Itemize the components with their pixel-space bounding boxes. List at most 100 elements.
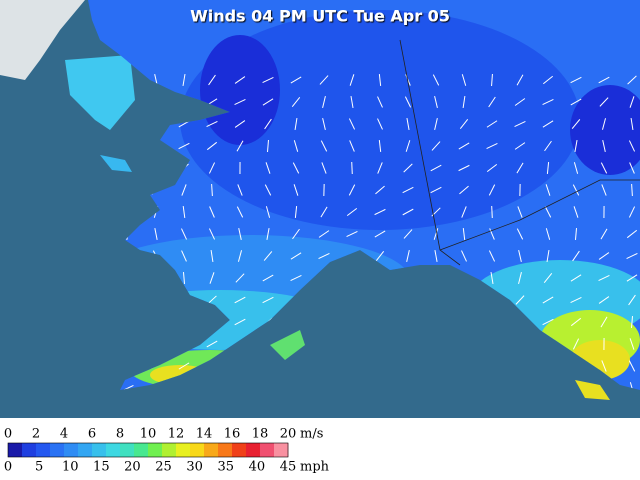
wind-arrow xyxy=(490,272,494,284)
wind-arrow xyxy=(542,318,554,326)
wind-arrow xyxy=(208,74,216,86)
wind-arrow xyxy=(178,362,190,370)
wind-arrow xyxy=(322,96,326,108)
mph-tick-label: 0 xyxy=(4,460,12,475)
wind-arrow xyxy=(210,249,214,263)
wind-arrow xyxy=(320,206,328,218)
mph-tick-label: 20 xyxy=(124,460,141,475)
wind-arrow xyxy=(488,250,496,262)
wind-arrow xyxy=(599,97,609,107)
wind-arrow xyxy=(402,186,414,194)
wind-arrow xyxy=(601,118,607,130)
mph-tick-label: 30 xyxy=(186,460,203,475)
mph-tick-label: 40 xyxy=(249,460,266,475)
ms-tick-label: 10 xyxy=(140,427,157,442)
wind-arrow xyxy=(181,228,187,240)
wind-arrow xyxy=(320,140,328,152)
legend-swatch xyxy=(148,443,163,457)
wind-arrow xyxy=(293,184,299,196)
wind-arrow xyxy=(570,274,582,282)
wind-arrow xyxy=(154,228,158,240)
wind-arrow xyxy=(349,74,355,86)
wind-arrow xyxy=(486,163,498,173)
wind-arrow xyxy=(206,141,218,151)
wind-arrow xyxy=(377,118,383,130)
kodiak-island xyxy=(270,330,305,360)
wind-arrow xyxy=(518,250,522,262)
wind-arrow xyxy=(461,250,467,262)
color-legend: 0 2 4 6 8 10 12 14 16 18 20 m/s0 5 10 15 20 25 30 35 40 45 mp… xyxy=(4,427,330,475)
wind-arrow xyxy=(234,296,246,304)
ms-tick-label: 16 xyxy=(224,427,241,442)
wind-arrow xyxy=(571,119,581,129)
wind-arrow xyxy=(237,184,243,196)
wind-arrow xyxy=(573,206,579,218)
wind-arrow xyxy=(351,161,353,175)
mph-tick-label: 5 xyxy=(35,460,43,475)
wind-arrow xyxy=(486,142,498,150)
wind-arrow xyxy=(488,96,496,108)
wind-arrow xyxy=(546,249,550,263)
wind-arrow xyxy=(182,74,186,86)
wind-arrow xyxy=(206,120,218,128)
wind-arrow xyxy=(264,184,272,196)
wind-arrow xyxy=(318,230,330,238)
mph-tick-label: 10 xyxy=(62,460,79,475)
ms-tick-label: 12 xyxy=(168,427,185,442)
wind-arrow xyxy=(206,340,218,348)
wind-arrow xyxy=(433,228,439,240)
wind-arrow xyxy=(574,227,578,241)
wind-arrow xyxy=(516,228,524,240)
wind-arrow xyxy=(406,250,410,262)
wind-arrow xyxy=(265,206,271,218)
wind-arrow xyxy=(628,140,636,152)
wind-arrow xyxy=(262,98,274,106)
wind-arrow xyxy=(570,98,582,106)
wind-arrow xyxy=(629,162,635,174)
wind-arrow xyxy=(266,228,270,240)
wind-arrow xyxy=(293,140,299,152)
wind-arrow xyxy=(491,73,493,87)
wind-arrow xyxy=(491,205,493,219)
wind-arrow xyxy=(290,252,302,260)
wind-arrow xyxy=(517,206,523,218)
wind-arrow xyxy=(263,251,273,261)
legend-swatch xyxy=(232,443,247,457)
wind-arrow xyxy=(348,118,356,130)
wind-arrow xyxy=(572,184,580,196)
mph-tick-label: 15 xyxy=(93,460,110,475)
wind-arrow xyxy=(544,140,552,152)
wind-arrow xyxy=(545,184,551,196)
wind-arrow xyxy=(234,76,246,84)
wind-arrow xyxy=(545,228,551,240)
wind-arrow xyxy=(626,229,638,239)
wind-arrow xyxy=(374,208,386,216)
mph-tick-label: 45 xyxy=(280,460,297,475)
st-lawrence-island xyxy=(100,155,132,172)
wind-arrow xyxy=(181,184,187,196)
wind-arrow xyxy=(209,206,215,218)
wind-arrow xyxy=(489,228,495,240)
wind-arrow xyxy=(602,140,606,152)
wind-arrow xyxy=(573,162,579,174)
wind-arrow xyxy=(402,208,414,216)
wind-arrow xyxy=(375,185,385,195)
wind-arrow xyxy=(434,118,438,130)
wind-arrow xyxy=(486,120,498,128)
legend-swatch xyxy=(176,443,191,457)
wind-arrow xyxy=(459,118,469,130)
wind-arrow xyxy=(321,162,327,174)
wind-arrow xyxy=(626,252,638,260)
wind-arrow xyxy=(488,184,496,196)
wind-arrow xyxy=(292,162,300,174)
wind-arrow xyxy=(544,206,552,218)
legend-frame xyxy=(7,442,289,458)
wind-arrow xyxy=(265,162,271,174)
wind-arrow xyxy=(377,162,383,174)
wind-arrow xyxy=(350,96,354,108)
wind-arrow xyxy=(542,75,554,85)
wind-arrow xyxy=(294,205,298,219)
wind-arrow xyxy=(236,206,244,218)
wind-arrow xyxy=(628,360,636,372)
